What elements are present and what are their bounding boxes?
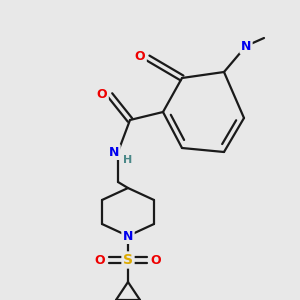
Text: N: N bbox=[123, 230, 133, 242]
Text: O: O bbox=[135, 50, 145, 64]
Text: N: N bbox=[109, 146, 119, 158]
Text: S: S bbox=[123, 253, 133, 267]
Text: H: H bbox=[123, 155, 133, 165]
Text: O: O bbox=[95, 254, 105, 266]
Text: O: O bbox=[97, 88, 107, 100]
Text: N: N bbox=[241, 40, 251, 52]
Text: O: O bbox=[151, 254, 161, 266]
